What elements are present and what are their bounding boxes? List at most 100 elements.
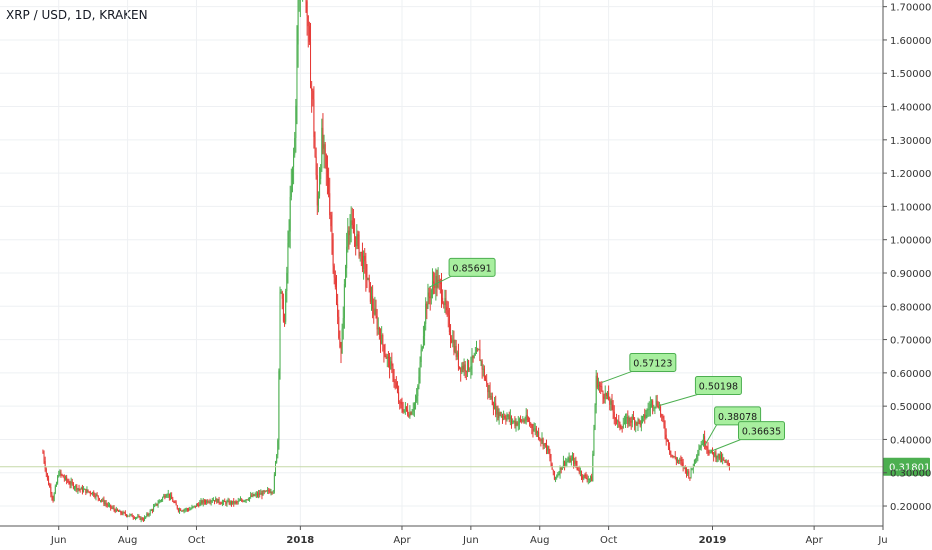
candle-body — [425, 303, 427, 324]
candle-body — [311, 87, 313, 91]
candle-body — [656, 400, 658, 406]
candle-body — [421, 347, 423, 350]
candle-body — [520, 418, 522, 420]
candle-body — [594, 404, 596, 430]
candle-body — [679, 459, 681, 461]
candle-body — [541, 438, 543, 441]
candle-body — [289, 196, 291, 232]
candle-body — [636, 422, 638, 425]
y-tick-label: 1.20000 — [890, 169, 931, 180]
candle-body — [552, 469, 554, 472]
candle-body — [718, 453, 720, 459]
candle-body — [441, 283, 442, 298]
candle-body — [394, 381, 396, 383]
candle-body — [724, 460, 726, 463]
candle-body — [459, 366, 461, 368]
candle-body — [216, 498, 218, 503]
y-tick-label: 0.50000 — [890, 402, 931, 413]
candle-body — [511, 416, 513, 422]
candle-body — [499, 412, 501, 416]
candle-body — [429, 296, 431, 299]
candle-body — [565, 462, 567, 466]
candle-body — [464, 364, 466, 372]
candle-body — [319, 178, 321, 196]
candle-body — [621, 427, 623, 429]
candle-body — [176, 505, 178, 509]
candle-body — [75, 485, 77, 488]
x-tick-label: Apr — [805, 535, 823, 546]
candle-body — [42, 452, 44, 454]
candle-body — [645, 415, 647, 419]
candle-body — [376, 315, 378, 330]
candle-body — [87, 489, 89, 492]
candle-body — [381, 335, 383, 344]
candle-body — [328, 177, 330, 194]
candle-body — [205, 502, 207, 504]
candle-body — [627, 417, 629, 425]
candle-body — [183, 509, 185, 511]
candle-body — [322, 127, 324, 149]
candle-body — [206, 500, 208, 503]
candle-body — [693, 459, 695, 467]
candle-body — [70, 481, 72, 485]
candle-body — [290, 185, 292, 197]
candle-body — [539, 438, 541, 440]
candle-body — [524, 420, 526, 422]
candle-body — [553, 471, 555, 480]
candle-body — [395, 382, 397, 388]
candle-body — [626, 417, 628, 419]
candle-body — [575, 460, 577, 465]
candle-body — [532, 428, 534, 431]
candle-body — [596, 375, 598, 388]
candle-body — [223, 500, 225, 503]
candle-body — [334, 277, 336, 287]
candle-body — [398, 392, 400, 402]
candle-body — [374, 308, 376, 315]
candle-body — [420, 349, 422, 363]
candle-body — [156, 503, 158, 506]
candle-body — [237, 500, 239, 502]
candle-body — [506, 416, 508, 420]
candle-body — [93, 492, 95, 496]
candle-body — [83, 489, 85, 492]
candle-body — [57, 476, 59, 484]
y-tick-label: 1.10000 — [890, 202, 931, 213]
candle-body — [576, 464, 578, 467]
candle-body — [214, 500, 216, 502]
candle-body — [435, 276, 437, 289]
candle-body — [242, 500, 244, 502]
candle-body — [640, 420, 642, 426]
candle-body — [664, 425, 666, 435]
candle-body — [422, 336, 424, 348]
candle-body — [92, 492, 94, 495]
candle-body — [654, 406, 656, 408]
candle-body — [478, 349, 480, 351]
candle-body — [321, 127, 323, 169]
candle-body — [535, 428, 537, 434]
candle-body — [657, 405, 659, 408]
candle-body — [337, 303, 339, 317]
candle-body — [86, 489, 88, 493]
candle-body — [102, 499, 104, 501]
candle-body — [207, 500, 209, 503]
candle-body — [263, 491, 265, 493]
candle-body — [599, 384, 601, 386]
grid — [0, 0, 884, 526]
candle-body — [131, 514, 133, 517]
x-tick-label: 2019 — [699, 535, 727, 546]
candle-body — [369, 282, 371, 302]
candle-body — [286, 272, 288, 292]
candle-body — [490, 396, 492, 398]
candle-body — [190, 508, 192, 510]
callout-label: 0.85691 — [452, 263, 491, 274]
price-callouts: 0.85691 0.57123 0.50198 0.38078 0.36635 — [428, 257, 785, 452]
candle-body — [444, 298, 446, 306]
candle-body — [203, 500, 205, 503]
candle-body — [682, 462, 684, 468]
candle-body — [592, 454, 594, 482]
x-tick-label: Aug — [118, 535, 138, 546]
candle-body — [710, 449, 712, 453]
candle-body — [188, 509, 190, 511]
candle-body — [150, 509, 152, 511]
